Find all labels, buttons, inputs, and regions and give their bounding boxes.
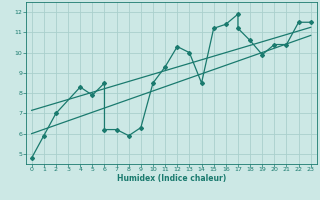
X-axis label: Humidex (Indice chaleur): Humidex (Indice chaleur) — [116, 174, 226, 183]
